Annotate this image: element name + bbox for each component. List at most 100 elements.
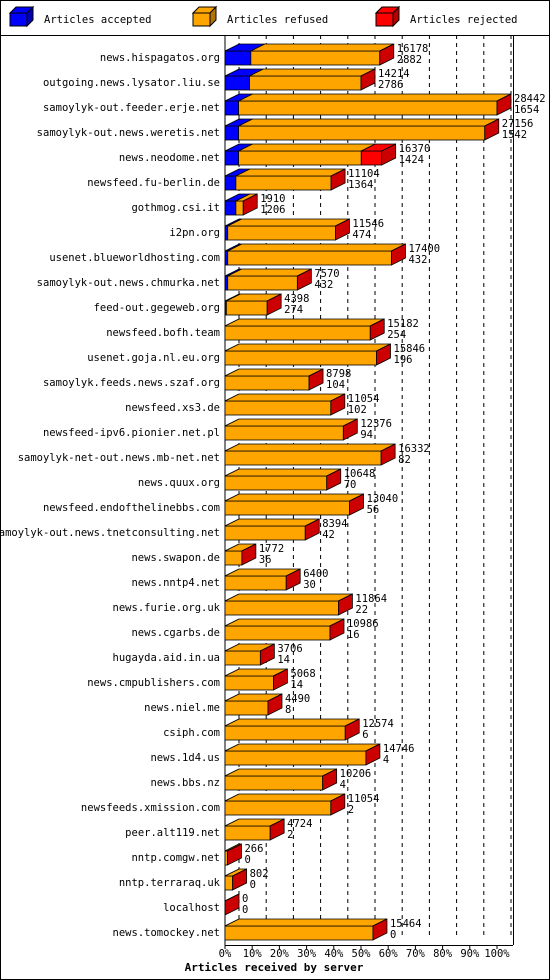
bar-front bbox=[235, 175, 332, 191]
legend-swatch bbox=[375, 12, 394, 27]
value-label: 30 bbox=[303, 579, 316, 591]
bar-front bbox=[224, 100, 239, 116]
bar-front bbox=[227, 275, 298, 291]
x-tick-label: 10% bbox=[243, 948, 263, 960]
y-tick-label: peer.alt119.net bbox=[125, 827, 220, 839]
y-tick-label: samoylyk-out.news.weretis.net bbox=[37, 127, 220, 139]
y-tick-label: news.hispagatos.org bbox=[100, 52, 220, 64]
x-tick-label: 20% bbox=[270, 948, 290, 960]
bar-end bbox=[344, 718, 360, 741]
value-label: 8798 bbox=[326, 368, 351, 380]
value-label: 8394 bbox=[322, 518, 347, 530]
bar-top bbox=[224, 743, 381, 752]
y-tick-label: localhost bbox=[163, 902, 220, 914]
value-label: 266 bbox=[244, 843, 263, 855]
bar-front bbox=[224, 925, 374, 941]
bar bbox=[224, 318, 385, 341]
bar-top bbox=[224, 493, 364, 502]
bar-end bbox=[267, 693, 283, 716]
y-tick-label: nntp.comgw.net bbox=[131, 852, 220, 864]
value-label: 16178 bbox=[397, 43, 429, 55]
bar-front bbox=[224, 725, 346, 741]
bar bbox=[224, 368, 324, 391]
bar bbox=[224, 793, 345, 816]
value-label: 4 bbox=[383, 754, 389, 766]
bar-end bbox=[330, 793, 346, 816]
bar-top bbox=[238, 118, 499, 127]
value-label: 432 bbox=[408, 254, 427, 266]
value-label: 1910 bbox=[260, 193, 285, 205]
value-label: 70 bbox=[344, 479, 357, 491]
bar-top bbox=[224, 793, 345, 802]
bar-top bbox=[235, 168, 346, 177]
bar-top bbox=[224, 443, 396, 452]
bar-end bbox=[304, 518, 320, 541]
y-tick-label: news.cmpublishers.com bbox=[87, 677, 220, 689]
y-tick-label: gothmog.csi.it bbox=[131, 202, 220, 214]
bar-front bbox=[224, 775, 324, 791]
value-label: 10986 bbox=[347, 618, 379, 630]
bar-front bbox=[224, 350, 377, 366]
y-tick-label: newsfeeds.xmission.com bbox=[81, 802, 220, 814]
value-label: 2 bbox=[287, 829, 293, 841]
bar-top bbox=[227, 243, 406, 252]
value-label: 15464 bbox=[390, 918, 422, 930]
bar-end bbox=[266, 293, 282, 316]
y-tick-label: news.quux.org bbox=[138, 477, 220, 489]
bar bbox=[224, 743, 381, 766]
bar-end bbox=[360, 68, 376, 91]
bar-end bbox=[241, 543, 257, 566]
bar-front bbox=[235, 200, 244, 216]
bar-end bbox=[269, 818, 285, 841]
bar-end bbox=[372, 918, 388, 941]
bar bbox=[224, 593, 353, 616]
bar bbox=[235, 168, 346, 191]
value-label: 196 bbox=[394, 354, 413, 366]
bar bbox=[250, 43, 394, 66]
x-tick-label: 0% bbox=[219, 948, 232, 960]
value-label: 42 bbox=[322, 529, 335, 541]
bar-front bbox=[224, 475, 328, 491]
legend-label: Articles accepted bbox=[44, 14, 151, 26]
bar-top bbox=[227, 218, 350, 227]
bar-front bbox=[224, 75, 250, 91]
bar-top bbox=[224, 593, 353, 602]
value-label: 6400 bbox=[303, 568, 328, 580]
bar bbox=[224, 518, 320, 541]
bar-end bbox=[227, 843, 242, 866]
value-label: 12376 bbox=[360, 418, 392, 430]
value-label: 27156 bbox=[502, 118, 534, 130]
value-label: 4490 bbox=[285, 693, 310, 705]
bar-front bbox=[249, 75, 362, 91]
bar bbox=[224, 468, 341, 491]
bar-end bbox=[376, 343, 391, 366]
value-label: 4 bbox=[340, 779, 346, 791]
bar-top bbox=[224, 418, 358, 427]
bar-front bbox=[224, 825, 271, 841]
bar bbox=[224, 568, 301, 591]
y-tick-label: news.neodome.net bbox=[119, 152, 220, 164]
value-label: 14214 bbox=[378, 68, 410, 80]
bar-top bbox=[224, 318, 385, 327]
value-label: 11054 bbox=[348, 793, 380, 805]
y-tick-label: usenet.goja.nl.eu.org bbox=[87, 352, 220, 364]
bar bbox=[224, 668, 288, 691]
bar-end bbox=[330, 168, 346, 191]
bar-front bbox=[227, 250, 392, 266]
bar-end bbox=[496, 93, 512, 116]
value-label: 2 bbox=[348, 804, 354, 816]
value-label: 56 bbox=[367, 504, 380, 516]
bar-front bbox=[224, 875, 234, 891]
y-tick-label: newsfeed-ipv6.pionier.net.pl bbox=[43, 427, 220, 439]
value-label: 254 bbox=[387, 329, 406, 341]
value-label: 0 bbox=[250, 879, 256, 891]
bar-front bbox=[224, 450, 382, 466]
bar-top bbox=[238, 143, 376, 152]
legend-label: Articles refused bbox=[227, 14, 328, 26]
legend-swatch bbox=[9, 12, 28, 27]
y-tick-label: samoylyk-out.news.tnetconsulting.net bbox=[0, 527, 220, 539]
value-label: 36 bbox=[259, 554, 272, 566]
bar-end bbox=[391, 243, 406, 266]
bar-front bbox=[224, 175, 237, 191]
